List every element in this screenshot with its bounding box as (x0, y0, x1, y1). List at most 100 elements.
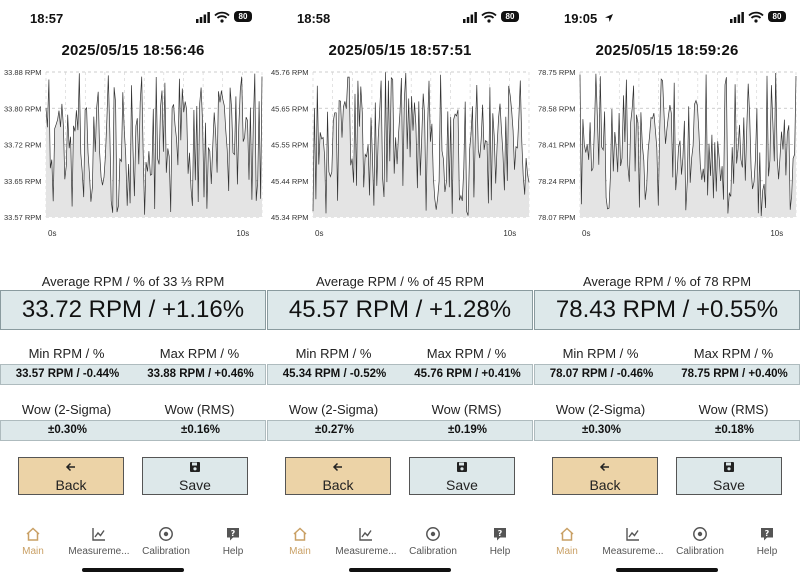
help-icon: ? (494, 528, 506, 541)
back-button-label: Back (589, 477, 621, 493)
min-rpm-label: Min RPM / % (28, 346, 105, 361)
min-rpm-value: 45.34 RPM / -0.52% (282, 368, 387, 380)
status-icons: 80 (196, 10, 254, 24)
home-icon (560, 527, 574, 541)
tab-help-label: Help (756, 546, 778, 557)
tab-main-label: Main (22, 546, 44, 557)
y-tick-label: 78.58 RPM (538, 104, 576, 113)
rpm-series-line (579, 72, 797, 217)
svg-text:?: ? (765, 529, 770, 538)
save-button-label: Save (446, 477, 478, 493)
phone-screen: 19:05 80 2025/05/15 18:59:26 78.75 RPM 78… (534, 0, 800, 578)
floppy-disk-icon (677, 461, 781, 475)
x-tick-label: 0s (582, 229, 590, 238)
tab-measurements-label: Measureme... (68, 546, 130, 557)
y-tick-label: 33.57 RPM (4, 213, 42, 222)
wow-2sigma-label: Wow (2-Sigma) (288, 402, 379, 417)
phone-screen: 18:58 80 2025/05/15 18:57:51 45.76 RPM 45… (267, 0, 533, 578)
tab-calibration[interactable]: Calibration (133, 524, 199, 557)
tab-help[interactable]: ? Help (734, 524, 800, 557)
tab-main[interactable]: Main (267, 524, 333, 557)
tab-help[interactable]: ? Help (467, 524, 533, 557)
help-icon: ? (761, 528, 773, 541)
tab-main-label: Main (556, 546, 578, 557)
line-chart-icon (92, 528, 105, 541)
tab-calibration-label: Calibration (142, 546, 190, 557)
x-tick-label: 10s (236, 229, 249, 238)
save-button[interactable]: Save (142, 457, 248, 495)
status-time: 18:58 (297, 11, 331, 26)
signal-icon (463, 12, 477, 23)
status-bar: 19:05 80 (534, 0, 800, 38)
wow-values: ±0.30% ±0.16% (0, 420, 266, 441)
wow-values: ±0.30% ±0.18% (534, 420, 800, 441)
average-rpm-value: 45.57 RPM / +1.28% (267, 290, 533, 330)
average-rpm-value: 33.72 RPM / +1.16% (0, 290, 266, 330)
y-tick-label: 78.07 RPM (538, 213, 576, 222)
tab-help-label: Help (489, 546, 511, 557)
save-button[interactable]: Save (676, 457, 782, 495)
y-tick-label: 45.76 RPM (271, 68, 309, 77)
wow-rms-label: Wow (RMS) (164, 402, 235, 417)
back-button-label: Back (55, 477, 87, 493)
arrow-left-icon (19, 461, 123, 475)
min-rpm-value: 78.07 RPM / -0.46% (549, 368, 654, 380)
y-tick-label: 45.34 RPM (271, 213, 309, 222)
status-time: 18:57 (30, 11, 64, 26)
max-rpm-label: Max RPM / % (159, 346, 240, 361)
home-indicator (349, 568, 451, 572)
tab-measurements-label: Measureme... (335, 546, 397, 557)
back-button-label: Back (322, 477, 354, 493)
tab-help[interactable]: ? Help (200, 524, 266, 557)
y-tick-label: 33.88 RPM (4, 68, 42, 77)
tab-calibration[interactable]: Calibration (667, 524, 733, 557)
measurement-timestamp: 2025/05/15 18:57:51 (328, 42, 472, 59)
tab-bar: Main Measureme... Calibration ? Help (0, 524, 266, 564)
wow-rms-label: Wow (RMS) (698, 402, 769, 417)
tab-main[interactable]: Main (0, 524, 66, 557)
help-icon: ? (227, 528, 239, 541)
average-rpm-value: 78.43 RPM / +0.55% (534, 290, 800, 330)
back-button[interactable]: Back (18, 457, 124, 495)
back-button[interactable]: Back (552, 457, 658, 495)
wifi-icon (748, 11, 764, 23)
tab-calibration-label: Calibration (409, 546, 457, 557)
rpm-chart: 45.76 RPM 45.65 RPM 45.55 RPM 45.44 RPM 45.3… (271, 68, 530, 238)
status-bar: 18:57 80 (0, 0, 266, 38)
signal-icon (196, 12, 210, 23)
measurement-timestamp: 2025/05/15 18:59:26 (595, 42, 739, 59)
save-button[interactable]: Save (409, 457, 515, 495)
wifi-icon (481, 11, 497, 23)
rpm-series-line (45, 73, 263, 215)
max-rpm-value: 45.76 RPM / +0.41% (414, 368, 521, 380)
rpm-area-fill (46, 73, 262, 217)
y-tick-label: 78.41 RPM (538, 141, 576, 150)
wow-2sigma-value: ±0.30% (582, 424, 621, 436)
tab-measurements[interactable]: Measureme... (66, 524, 132, 557)
home-icon (26, 527, 40, 541)
line-chart-icon (626, 528, 639, 541)
x-tick-label: 10s (770, 229, 783, 238)
y-tick-label: 33.72 RPM (4, 141, 42, 150)
wow-2sigma-label: Wow (2-Sigma) (21, 402, 112, 417)
min-max-values: 78.07 RPM / -0.46% 78.75 RPM / +0.40% (534, 364, 800, 385)
average-rpm-label: Average RPM / % of 78 RPM (582, 274, 752, 289)
battery-icon: 80 (234, 11, 252, 22)
y-tick-label: 33.65 RPM (4, 177, 42, 186)
wow-rms-label: Wow (RMS) (431, 402, 502, 417)
target-icon (693, 527, 707, 541)
tab-calibration[interactable]: Calibration (400, 524, 466, 557)
wifi-icon (214, 11, 230, 23)
wow-rms-value: ±0.19% (448, 424, 487, 436)
battery-icon: 80 (501, 11, 519, 22)
arrow-left-icon (286, 461, 390, 475)
tab-measurements[interactable]: Measureme... (333, 524, 399, 557)
tab-main[interactable]: Main (534, 524, 600, 557)
wow-2sigma-label: Wow (2-Sigma) (555, 402, 646, 417)
tab-measurements-label: Measureme... (602, 546, 664, 557)
back-button[interactable]: Back (285, 457, 391, 495)
tab-measurements[interactable]: Measureme... (600, 524, 666, 557)
y-tick-label: 45.55 RPM (271, 141, 309, 150)
wow-2sigma-value: ±0.30% (48, 424, 87, 436)
tab-calibration-label: Calibration (676, 546, 724, 557)
